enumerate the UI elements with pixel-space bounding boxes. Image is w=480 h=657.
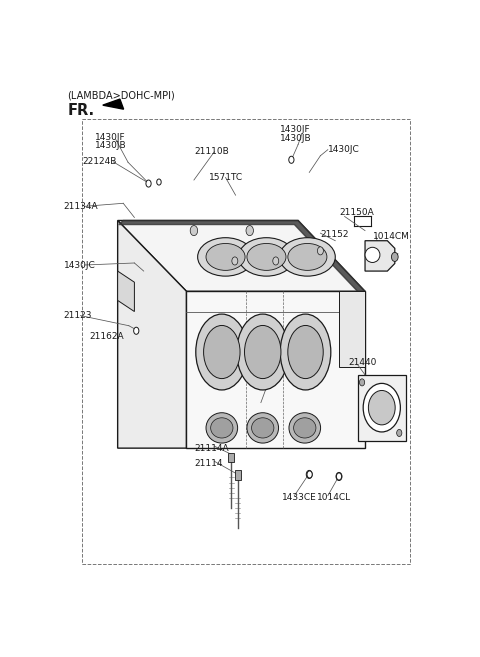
Circle shape [392,252,398,261]
Ellipse shape [198,238,253,276]
Ellipse shape [288,244,327,271]
Polygon shape [119,221,365,296]
Text: 21123: 21123 [64,311,92,320]
Ellipse shape [294,418,316,438]
Polygon shape [339,291,365,367]
Ellipse shape [239,238,294,276]
Ellipse shape [280,314,331,390]
Polygon shape [118,221,365,291]
Bar [358,374,406,441]
Bar [228,453,234,463]
Circle shape [317,247,324,255]
Polygon shape [118,271,134,311]
Ellipse shape [204,325,240,378]
Text: 1430JF: 1430JF [96,133,126,141]
Circle shape [246,225,253,236]
Circle shape [232,257,238,265]
Text: 1430JF: 1430JF [279,125,310,134]
Ellipse shape [206,244,245,271]
Ellipse shape [289,413,321,443]
Ellipse shape [279,238,335,276]
Text: 21443: 21443 [373,376,402,385]
Text: 1430JB: 1430JB [279,133,311,143]
Text: 21134A: 21134A [64,202,98,211]
Text: 1014CL: 1014CL [317,493,351,502]
Ellipse shape [196,314,248,390]
Ellipse shape [247,244,286,271]
Text: 21162A: 21162A [90,332,124,342]
Ellipse shape [206,413,238,443]
Circle shape [156,179,161,185]
Circle shape [133,327,139,334]
Text: 1571TC: 1571TC [209,173,243,182]
Text: 1430JC: 1430JC [328,145,360,154]
Text: 21150A: 21150A [339,208,374,217]
Ellipse shape [368,390,395,425]
Circle shape [337,474,340,478]
Text: 1014CM: 1014CM [372,232,409,241]
Text: 22124B: 22124B [83,157,117,166]
Circle shape [273,257,279,265]
Circle shape [306,470,312,478]
Text: 21440: 21440 [348,357,377,367]
Text: 21152: 21152 [321,230,349,239]
Text: 21110B: 21110B [194,147,228,156]
Polygon shape [365,240,395,271]
Ellipse shape [211,418,233,438]
Ellipse shape [288,325,323,378]
Circle shape [308,472,311,476]
Circle shape [336,472,342,480]
Circle shape [360,379,365,386]
Ellipse shape [365,247,380,263]
Circle shape [307,471,312,478]
Text: 1430JB: 1430JB [96,141,127,150]
Circle shape [190,225,198,236]
Text: 1433CE: 1433CE [282,493,316,502]
Ellipse shape [237,314,289,390]
Circle shape [336,473,342,480]
Polygon shape [118,221,186,448]
Text: (LAMBDA>DOHC-MPI): (LAMBDA>DOHC-MPI) [67,91,175,101]
Text: 21114: 21114 [194,459,222,468]
Circle shape [289,156,294,164]
Text: FR.: FR. [67,103,95,118]
Text: 1430JC: 1430JC [267,353,299,363]
Polygon shape [103,99,124,109]
Text: 21114A: 21114A [194,443,228,453]
Ellipse shape [252,418,274,438]
Text: 1430JC: 1430JC [64,261,96,269]
Bar [83,120,409,564]
Circle shape [396,430,402,436]
Circle shape [146,180,151,187]
Polygon shape [186,291,365,448]
Ellipse shape [363,384,400,432]
Ellipse shape [244,325,281,378]
Bar [235,470,241,480]
Ellipse shape [247,413,278,443]
